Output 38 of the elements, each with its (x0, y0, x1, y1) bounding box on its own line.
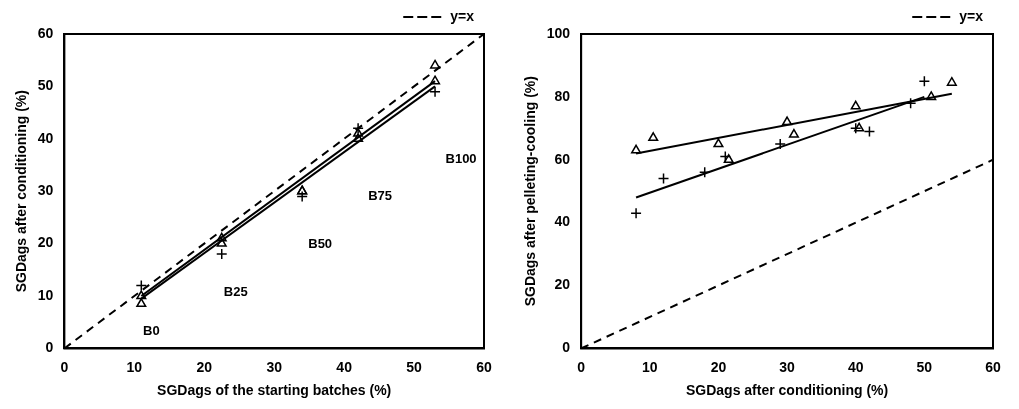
x-tick-label: 60 (985, 358, 1001, 375)
y-axis-title: SGDags after conditioning (%) (13, 90, 30, 293)
y-tick-label: 100 (546, 24, 571, 41)
y-tick-label: 20 (554, 276, 571, 293)
x-tick-label: 0 (60, 358, 69, 375)
x-tick-label: 40 (847, 358, 864, 375)
y-tick-label: 50 (37, 77, 54, 94)
x-axis-title: SGDags of the starting batches (%) (157, 382, 392, 399)
x-tick-label: 10 (126, 358, 143, 375)
x-tick-label: 30 (779, 358, 796, 375)
y-tick-label: 0 (562, 339, 571, 356)
x-tick-label: 10 (642, 358, 658, 375)
annotation: B75 (368, 188, 393, 204)
x-tick-label: 20 (196, 358, 213, 375)
annotation: B0 (142, 323, 160, 339)
x-tick-label: 50 (406, 358, 423, 375)
x-axis-title: SGDags after conditioning (%) (685, 382, 889, 399)
y-tick-label: 20 (37, 234, 54, 251)
x-tick-label: 20 (710, 358, 727, 375)
annotation: B50 (308, 236, 333, 252)
y-tick-label: 0 (45, 339, 54, 356)
y-tick-label: 30 (37, 182, 54, 199)
x-tick-label: 40 (336, 358, 353, 375)
annotation: B25 (223, 283, 248, 299)
y-tick-label: 40 (554, 213, 571, 230)
x-tick-label: 30 (266, 358, 283, 375)
y-tick-label: 40 (37, 129, 54, 146)
y-tick-label: 60 (37, 24, 54, 41)
y-tick-label: 80 (554, 87, 571, 104)
x-tick-label: 0 (577, 358, 586, 375)
annotation: B100 (445, 151, 477, 167)
y-tick-label: 60 (554, 150, 571, 167)
y-tick-label: 10 (37, 286, 54, 303)
y-axis-title: SGDags after pelleting-cooling (%) (522, 76, 539, 307)
x-tick-label: 50 (916, 358, 933, 375)
x-tick-label: 60 (476, 358, 492, 375)
legend-label: y=x (959, 7, 984, 24)
legend-label: y=x (450, 7, 475, 24)
